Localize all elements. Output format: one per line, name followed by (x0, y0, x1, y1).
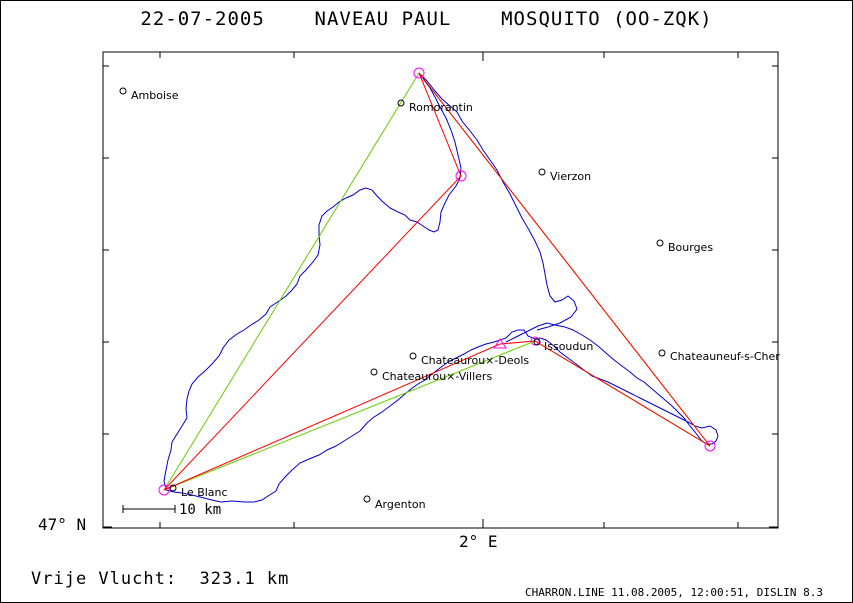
turnpoint-marker (704, 440, 716, 452)
city-label-romorantin: Romorantin (409, 101, 473, 114)
lat-axis-label: 47° N (38, 515, 86, 534)
city-label-vierzon: Vierzon (550, 170, 591, 183)
city-label-chateauroux-villers: Chateaurou×-Villers (382, 370, 492, 383)
city-label-bourges: Bourges (668, 241, 713, 254)
city-dot (397, 99, 405, 107)
city-dot (370, 368, 378, 376)
plot-border (102, 51, 779, 529)
city-markers (119, 87, 666, 503)
city-labels: Amboise Romorantin Vierzon Bourges Issou… (131, 89, 780, 511)
city-label-chateauneuf: Chateauneuf-s-Cher (670, 350, 780, 363)
scale-label: 10 km (179, 502, 221, 518)
city-dot (656, 239, 664, 247)
city-dot (658, 349, 666, 357)
city-label-amboise: Amboise (131, 89, 179, 102)
city-dot (533, 338, 541, 346)
optimized-route (163, 72, 711, 491)
flown-route (163, 72, 711, 491)
scale-bar (122, 505, 176, 513)
city-label-le-blanc: Le Blanc (181, 486, 228, 499)
city-label-issoudun: Issoudun (544, 340, 593, 353)
free-flight-distance: Vrije Vlucht: 323.1 km (31, 569, 290, 589)
turnpoint-marker (530, 336, 540, 346)
turnpoint-marker (158, 484, 170, 496)
turnpoints (158, 67, 716, 496)
city-dot (119, 87, 127, 95)
start-triangle (493, 338, 507, 349)
city-dot (538, 168, 546, 176)
turnpoint-marker (413, 67, 425, 79)
turnpoint-marker (455, 170, 467, 182)
footer-info: CHARRON.LINE 11.08.2005, 12:00:51, DISLI… (524, 586, 823, 599)
city-dot (169, 484, 177, 492)
axis-ticks (103, 52, 778, 528)
gps-track-north (418, 72, 578, 331)
city-dot (363, 495, 371, 503)
city-label-chateauroux-deols: Chateaurou×-Deols (421, 354, 529, 367)
gps-track (163, 72, 719, 503)
page-title: 22-07-2005 NAVEAU PAUL MOSQUITO (OO-ZQK) (140, 8, 713, 30)
city-dot (409, 352, 417, 360)
city-label-argenton: Argenton (375, 498, 426, 511)
lon-axis-label: 2° E (459, 532, 498, 551)
